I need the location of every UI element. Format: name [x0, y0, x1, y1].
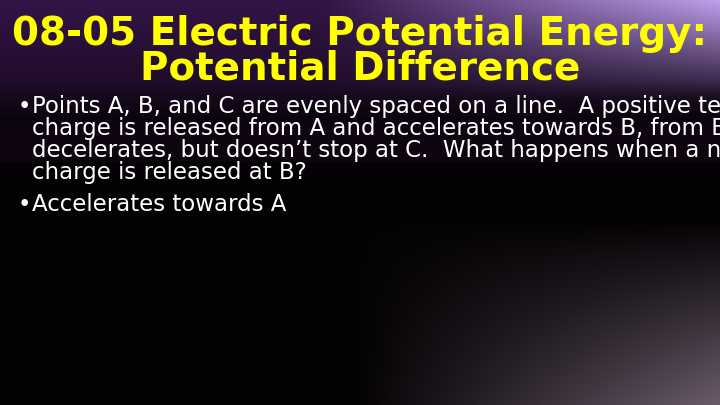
Text: 08-05 Electric Potential Energy:: 08-05 Electric Potential Energy:	[12, 15, 708, 53]
Text: decelerates, but doesn’t stop at C.  What happens when a negative: decelerates, but doesn’t stop at C. What…	[32, 139, 720, 162]
Text: Potential Difference: Potential Difference	[140, 50, 580, 88]
Text: Points A, B, and C are evenly spaced on a line.  A positive test: Points A, B, and C are evenly spaced on …	[32, 95, 720, 118]
Text: charge is released from A and accelerates towards B, from B it: charge is released from A and accelerate…	[32, 117, 720, 140]
Text: charge is released at B?: charge is released at B?	[32, 161, 307, 184]
Text: •: •	[18, 193, 32, 216]
Text: •: •	[18, 95, 32, 118]
Text: Accelerates towards A: Accelerates towards A	[32, 193, 287, 216]
